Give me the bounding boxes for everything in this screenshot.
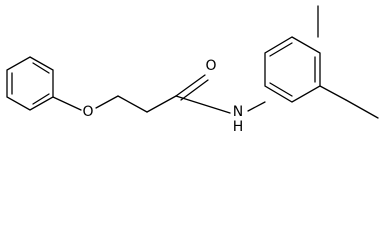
bond [52,96,82,111]
bond [117,95,148,113]
aromatic-bond [32,93,50,105]
aromatic-bond [269,42,293,57]
bond [175,95,231,114]
phenyl-ring [6,56,54,111]
atom-label: O [82,104,93,120]
double-bond [180,79,209,101]
bond [146,95,177,113]
atom-label: N [233,104,243,120]
atom-label: H [233,119,244,135]
bond [95,95,119,109]
molecule-diagram: O O N H [6,5,379,135]
aromatic-bond [32,62,50,74]
bond [319,85,347,101]
double-bond [175,74,206,97]
bonds [6,5,379,119]
aromatic-bond [269,82,293,97]
dimethylphenyl-ring [264,36,321,103]
atom-label: O [205,58,216,74]
bond [247,101,266,112]
methyl-bond [345,99,379,119]
